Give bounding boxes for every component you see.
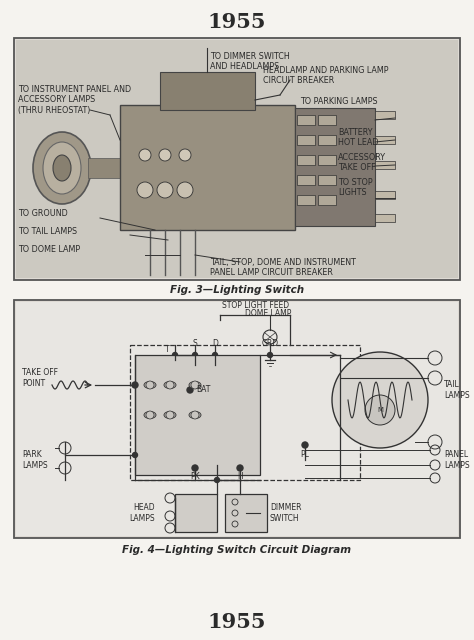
Bar bbox=[175, 494, 217, 532]
Ellipse shape bbox=[144, 412, 156, 419]
Ellipse shape bbox=[144, 381, 156, 388]
Text: HEADLAMP AND PARKING LAMP
CIRCUIT BREAKER: HEADLAMP AND PARKING LAMP CIRCUIT BREAKE… bbox=[263, 66, 389, 85]
Circle shape bbox=[133, 452, 137, 458]
Text: DOME LAMP: DOME LAMP bbox=[245, 309, 292, 318]
Text: TAKE OFF
POINT: TAKE OFF POINT bbox=[22, 368, 58, 388]
Bar bbox=[14, 300, 460, 538]
Bar bbox=[225, 494, 267, 532]
Ellipse shape bbox=[43, 142, 81, 194]
Text: GRD: GRD bbox=[262, 339, 279, 348]
Bar bbox=[120, 105, 295, 230]
Circle shape bbox=[192, 353, 198, 358]
Circle shape bbox=[179, 149, 191, 161]
Text: TO PARKING LAMPS: TO PARKING LAMPS bbox=[300, 97, 378, 106]
Text: 1955: 1955 bbox=[208, 12, 266, 32]
Text: S: S bbox=[192, 339, 197, 348]
Text: H: H bbox=[237, 472, 243, 481]
Text: D: D bbox=[212, 339, 218, 348]
Circle shape bbox=[132, 382, 138, 388]
Text: Fig. 4—Lighting Switch Circuit Diagram: Fig. 4—Lighting Switch Circuit Diagram bbox=[122, 545, 352, 555]
Bar bbox=[16, 302, 458, 536]
Circle shape bbox=[137, 182, 153, 198]
Bar bbox=[88, 158, 123, 178]
Text: BAT: BAT bbox=[196, 385, 210, 394]
Circle shape bbox=[191, 381, 199, 389]
Text: STOP LIGHT FEED: STOP LIGHT FEED bbox=[222, 301, 289, 310]
Text: M: M bbox=[377, 407, 383, 413]
Text: BATTERY
HOT LEAD: BATTERY HOT LEAD bbox=[338, 128, 379, 147]
Text: TO DIMMER SWITCH
AND HEADLAMPS: TO DIMMER SWITCH AND HEADLAMPS bbox=[210, 52, 290, 72]
Ellipse shape bbox=[53, 155, 71, 181]
Text: PL: PL bbox=[301, 450, 310, 459]
Text: TO STOP
LIGHTS: TO STOP LIGHTS bbox=[338, 178, 373, 197]
Circle shape bbox=[237, 465, 243, 471]
Ellipse shape bbox=[189, 412, 201, 419]
Circle shape bbox=[177, 182, 193, 198]
Bar bbox=[318, 175, 336, 185]
Circle shape bbox=[302, 442, 308, 448]
Bar bbox=[318, 135, 336, 145]
Bar bbox=[318, 155, 336, 165]
Circle shape bbox=[139, 149, 151, 161]
Text: TO INSTRUMENT PANEL AND
ACCESSORY LAMPS
(THRU RHEOSTAT): TO INSTRUMENT PANEL AND ACCESSORY LAMPS … bbox=[18, 85, 131, 115]
Text: PK: PK bbox=[190, 472, 200, 481]
Circle shape bbox=[267, 353, 273, 358]
Text: TO GROUND: TO GROUND bbox=[18, 209, 68, 218]
Bar bbox=[297, 115, 315, 125]
Bar bbox=[130, 345, 360, 480]
Circle shape bbox=[192, 465, 198, 471]
Bar bbox=[375, 191, 395, 199]
Text: T: T bbox=[165, 346, 170, 355]
Ellipse shape bbox=[33, 132, 91, 204]
Circle shape bbox=[166, 381, 174, 389]
Bar bbox=[375, 136, 395, 144]
Bar bbox=[14, 38, 460, 280]
Bar bbox=[318, 115, 336, 125]
Ellipse shape bbox=[164, 381, 176, 388]
Circle shape bbox=[146, 411, 154, 419]
Bar bbox=[375, 111, 395, 119]
Text: TO DOME LAMP: TO DOME LAMP bbox=[18, 246, 80, 255]
Circle shape bbox=[146, 381, 154, 389]
Bar bbox=[160, 72, 255, 110]
Circle shape bbox=[332, 352, 428, 448]
Ellipse shape bbox=[164, 412, 176, 419]
Text: Fig. 3—Lighting Switch: Fig. 3—Lighting Switch bbox=[170, 285, 304, 295]
Bar bbox=[297, 175, 315, 185]
Text: ACCESSORY
TAKE OFF: ACCESSORY TAKE OFF bbox=[338, 153, 386, 172]
Text: HEAD
LAMPS: HEAD LAMPS bbox=[129, 503, 155, 523]
Circle shape bbox=[166, 411, 174, 419]
Bar bbox=[318, 195, 336, 205]
Circle shape bbox=[191, 411, 199, 419]
Bar bbox=[375, 214, 395, 222]
Ellipse shape bbox=[189, 381, 201, 388]
Circle shape bbox=[157, 182, 173, 198]
Bar bbox=[297, 195, 315, 205]
Bar bbox=[297, 155, 315, 165]
Text: DIMMER
SWITCH: DIMMER SWITCH bbox=[270, 503, 301, 523]
Circle shape bbox=[173, 353, 177, 358]
Bar bbox=[16, 40, 458, 278]
Bar bbox=[297, 135, 315, 145]
Bar bbox=[375, 161, 395, 169]
Text: PANEL
LAMPS: PANEL LAMPS bbox=[444, 451, 470, 470]
Circle shape bbox=[159, 149, 171, 161]
Text: 1955: 1955 bbox=[208, 612, 266, 632]
Bar bbox=[295, 108, 375, 226]
Text: TAIL
LAMPS: TAIL LAMPS bbox=[444, 380, 470, 400]
Text: PARK
LAMPS: PARK LAMPS bbox=[22, 451, 47, 470]
Circle shape bbox=[187, 387, 193, 393]
Bar bbox=[135, 355, 260, 475]
Circle shape bbox=[212, 353, 218, 358]
Text: TO TAIL LAMPS: TO TAIL LAMPS bbox=[18, 227, 77, 237]
Text: TAIL, STOP, DOME AND INSTRUMENT
PANEL LAMP CIRCUIT BREAKER: TAIL, STOP, DOME AND INSTRUMENT PANEL LA… bbox=[210, 258, 356, 277]
Circle shape bbox=[365, 395, 395, 425]
Circle shape bbox=[215, 477, 219, 483]
